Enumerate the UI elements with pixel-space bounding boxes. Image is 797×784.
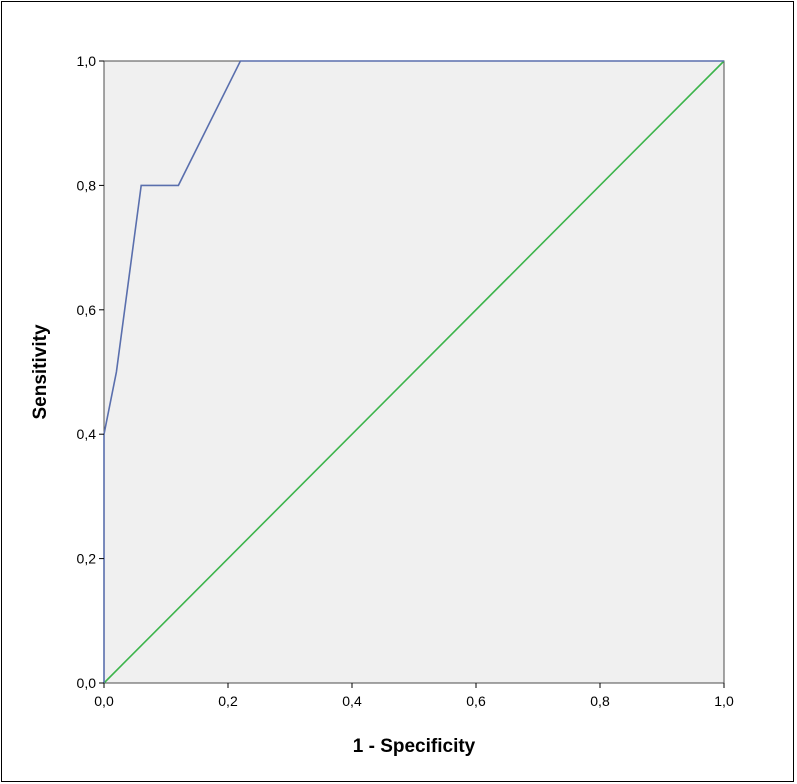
x-tick-label: 0,2 <box>218 693 238 709</box>
x-tick-label: 1,0 <box>714 693 734 709</box>
reference-diagonal-line <box>103 60 725 684</box>
y-tick-label: 0,8 <box>77 177 97 193</box>
x-tick-label: 0,6 <box>466 693 486 709</box>
x-axis-ticks: 0,0 0,2 0,4 0,6 0,8 1,0 <box>94 683 734 709</box>
x-tick-label: 0,4 <box>342 693 362 709</box>
y-tick-label: 0,4 <box>77 426 97 442</box>
y-axis-title: Sensitivity <box>30 324 51 419</box>
y-tick-label: 0,6 <box>77 302 97 318</box>
y-axis-ticks: 0,0 0,2 0,4 0,6 0,8 1,0 <box>77 53 104 691</box>
x-tick-label: 0,8 <box>590 693 610 709</box>
y-tick-label: 0,2 <box>77 551 97 567</box>
x-tick-label: 0,0 <box>94 693 114 709</box>
y-tick-label: 0,0 <box>77 675 97 691</box>
x-axis-title: 1 - Specificity <box>353 736 476 757</box>
y-tick-label: 1,0 <box>77 53 97 69</box>
